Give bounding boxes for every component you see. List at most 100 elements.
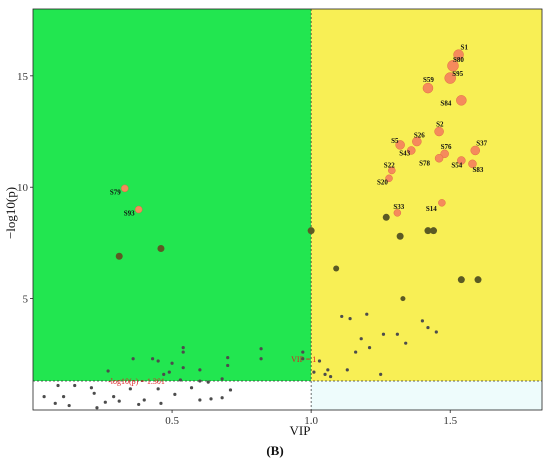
gray-point bbox=[167, 370, 171, 374]
point-label: S93 bbox=[124, 210, 135, 218]
gray-point bbox=[323, 372, 327, 376]
highlighted-point bbox=[395, 140, 405, 150]
gray-point bbox=[181, 346, 185, 350]
highlighted-point bbox=[385, 174, 393, 183]
point-label: S83 bbox=[472, 166, 483, 174]
point-label: S95 bbox=[452, 70, 463, 78]
gray-point bbox=[340, 314, 344, 319]
gray-point bbox=[301, 350, 305, 354]
point-label: S5 bbox=[391, 137, 399, 145]
highlighted-point bbox=[444, 72, 456, 84]
point-label: S54 bbox=[451, 161, 462, 169]
olive-point bbox=[396, 232, 404, 240]
gray-point bbox=[420, 319, 424, 323]
x-tick-label: 1.0 bbox=[304, 415, 318, 427]
olive-point bbox=[382, 213, 390, 221]
point-label: S43 bbox=[399, 149, 410, 157]
gray-point bbox=[117, 399, 121, 403]
gray-point bbox=[181, 366, 185, 370]
point-label: S14 bbox=[426, 205, 437, 213]
gray-point bbox=[42, 395, 46, 399]
olive-point bbox=[424, 227, 432, 235]
highlighted-point bbox=[388, 166, 396, 175]
gray-point bbox=[53, 401, 57, 405]
gray-point bbox=[106, 369, 110, 373]
gray-point bbox=[226, 356, 230, 360]
y-tick-label: 10 bbox=[17, 182, 29, 194]
gray-point bbox=[128, 387, 132, 391]
olive-point bbox=[430, 227, 438, 235]
data-points bbox=[42, 49, 482, 410]
p-threshold-label: -log10(p) = 1.301 bbox=[108, 377, 165, 386]
gray-point bbox=[359, 337, 363, 341]
gray-point bbox=[162, 372, 166, 376]
point-label: S78 bbox=[419, 159, 430, 167]
gray-point bbox=[142, 398, 146, 402]
point-label: S22 bbox=[384, 162, 395, 170]
gray-point bbox=[156, 387, 160, 391]
gray-point bbox=[220, 396, 224, 400]
point-label: S33 bbox=[393, 203, 404, 211]
gray-point bbox=[73, 383, 77, 388]
plot-regions bbox=[33, 9, 542, 410]
point-label: S76 bbox=[441, 143, 452, 151]
point-label: S37 bbox=[476, 139, 487, 147]
x-tick-label: 0.5 bbox=[165, 415, 179, 427]
gray-point bbox=[95, 406, 99, 410]
highlighted-point bbox=[457, 156, 466, 165]
highlighted-point bbox=[412, 136, 422, 147]
olive-point bbox=[333, 265, 340, 272]
gray-point bbox=[312, 370, 316, 374]
gray-point bbox=[301, 357, 305, 361]
panel-caption: (B) bbox=[266, 443, 283, 458]
gray-point bbox=[381, 332, 386, 336]
gray-point bbox=[56, 383, 60, 388]
x-tick-label: 1.5 bbox=[443, 415, 457, 427]
plot-frame bbox=[32, 8, 543, 411]
gray-point bbox=[198, 398, 202, 402]
highlighted-point bbox=[468, 159, 477, 169]
region-high-vip-significant bbox=[311, 9, 542, 382]
point-label: S80 bbox=[453, 56, 464, 64]
x-axis-title: VIP bbox=[290, 423, 311, 438]
highlighted-point bbox=[434, 126, 444, 137]
region-low-vip-significant bbox=[33, 9, 312, 382]
point-label: S59 bbox=[423, 76, 434, 84]
axes: 0.5 1.0 1.5 5 10 15 bbox=[17, 8, 543, 427]
region-low-vip-not-significant bbox=[33, 381, 312, 410]
gray-point bbox=[404, 341, 408, 345]
highlighted-point bbox=[407, 146, 416, 155]
point-label: S84 bbox=[440, 99, 451, 107]
gray-point bbox=[259, 357, 263, 361]
gray-point bbox=[156, 359, 160, 363]
gray-point bbox=[159, 401, 163, 405]
gray-point bbox=[317, 359, 322, 363]
highlighted-point bbox=[447, 60, 459, 72]
gray-point bbox=[67, 403, 71, 408]
gray-point bbox=[170, 361, 174, 365]
y-axis-title: −log10(p) bbox=[3, 187, 18, 239]
gray-point bbox=[367, 346, 372, 350]
gray-point bbox=[228, 388, 233, 392]
olive-point bbox=[400, 296, 406, 302]
gray-point bbox=[395, 332, 399, 336]
gray-point bbox=[226, 363, 230, 368]
gray-point bbox=[209, 397, 213, 401]
gray-point bbox=[326, 368, 330, 372]
highlighted-point bbox=[434, 154, 444, 163]
gray-point bbox=[345, 368, 349, 372]
gray-point bbox=[206, 380, 210, 384]
gray-point bbox=[365, 312, 369, 316]
point-label: S26 bbox=[414, 132, 425, 140]
gray-point bbox=[137, 402, 141, 407]
olive-point bbox=[457, 276, 465, 284]
olive-point bbox=[474, 276, 482, 284]
highlighted-point bbox=[453, 49, 464, 60]
highlighted-point bbox=[456, 95, 467, 106]
gray-point bbox=[61, 395, 66, 399]
gray-point bbox=[151, 357, 155, 361]
y-tick-label: 5 bbox=[23, 294, 29, 306]
gray-point bbox=[434, 330, 438, 334]
gray-point bbox=[92, 391, 96, 395]
